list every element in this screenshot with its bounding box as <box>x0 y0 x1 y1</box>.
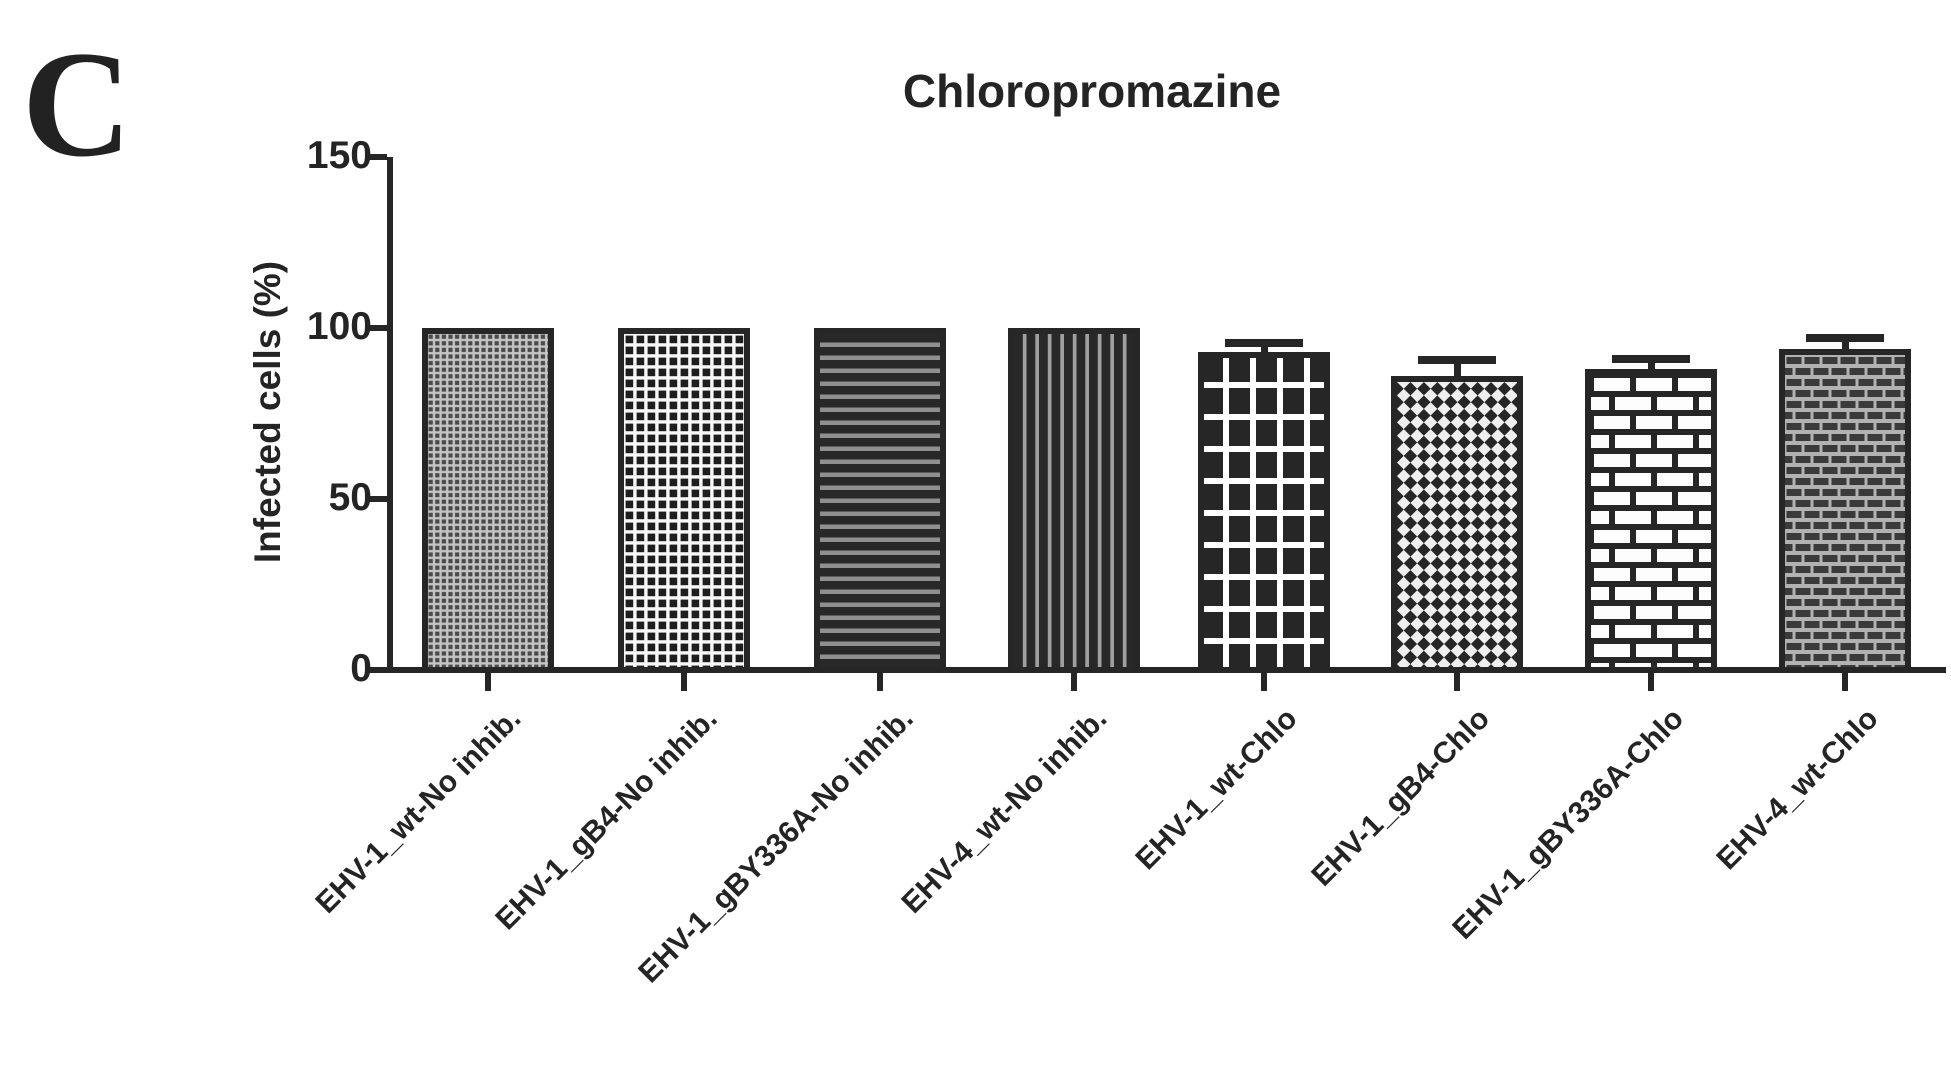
y-tick-label-150: 150 <box>306 134 372 177</box>
y-tick-label-50: 50 <box>328 476 372 519</box>
panel-letter-label: C <box>22 20 132 188</box>
error-bar-stem <box>1453 363 1461 387</box>
bar-pattern-dark-bricks <box>1785 354 1905 667</box>
y-tick-150 <box>369 154 387 160</box>
y-tick-0 <box>369 667 387 673</box>
y-tick-50 <box>369 496 387 502</box>
chart-title: Chloropromazine <box>902 65 1282 117</box>
bar-pattern-black-square-grid <box>624 334 744 667</box>
x-tick-6 <box>1454 673 1460 691</box>
x-tick-3 <box>877 673 883 691</box>
bar-pattern-vertical-stripes <box>1014 334 1134 667</box>
y-tick-100 <box>369 325 387 331</box>
x-category-label: EHV-1_wt-No inhib. <box>309 702 528 920</box>
x-axis-line <box>387 667 1946 673</box>
x-tick-4 <box>1071 673 1077 691</box>
y-axis-line <box>387 157 393 673</box>
x-category-label: EHV-1_gB4-No inhib. <box>489 702 724 937</box>
x-tick-7 <box>1648 673 1654 691</box>
bar-8 <box>1779 348 1911 673</box>
bar-pattern-fine-dot-grid <box>428 334 548 667</box>
bar-pattern-white-grid-on-dark <box>1204 357 1324 667</box>
error-bar-cap <box>1612 354 1690 363</box>
x-category-label: EHV-1_gB4-Chlo <box>1305 702 1497 893</box>
error-bar-cap <box>1806 334 1884 343</box>
bar-4 <box>1008 328 1140 673</box>
x-category-label: EHV-4_wt-Chlo <box>1710 702 1885 877</box>
bar-pattern-horizontal-stripes <box>820 334 940 667</box>
x-tick-8 <box>1842 673 1848 691</box>
x-tick-5 <box>1261 673 1267 691</box>
bar-5 <box>1198 351 1330 673</box>
bar-6 <box>1391 375 1523 673</box>
bar-pattern-white-bricks <box>1591 375 1711 667</box>
bar-1 <box>422 328 554 673</box>
error-bar-cap <box>1418 356 1496 365</box>
y-tick-label-0: 0 <box>350 647 372 690</box>
error-bar-cap <box>1225 339 1303 348</box>
x-tick-1 <box>485 673 491 691</box>
bar-7 <box>1585 369 1717 673</box>
x-category-label: EHV-1_gBY336A-Chlo <box>1446 702 1691 946</box>
y-tick-label-100: 100 <box>306 305 372 348</box>
bar-pattern-diamond-checker <box>1397 381 1517 667</box>
x-category-label: EHV-1_wt-Chlo <box>1129 702 1304 877</box>
x-tick-2 <box>681 673 687 691</box>
bar-3 <box>814 328 946 673</box>
bar-2 <box>618 328 750 673</box>
x-category-label: EHV-4_wt-No inhib. <box>895 702 1114 920</box>
